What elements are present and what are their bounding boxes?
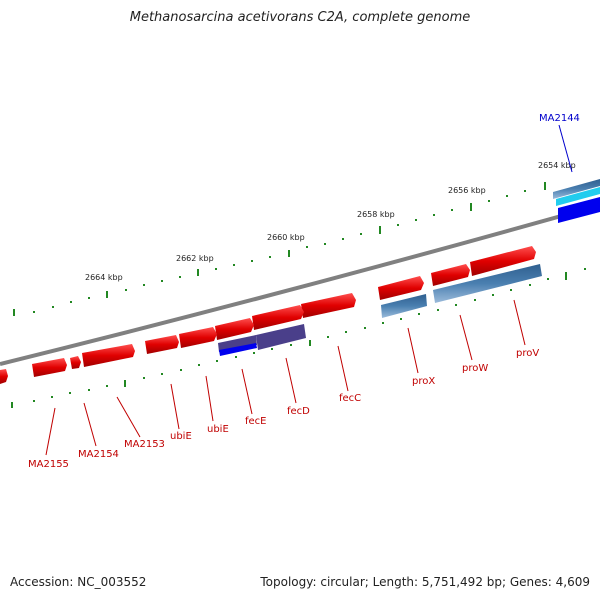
gene-proW-steel[interactable] xyxy=(433,264,542,303)
gene-label-ubiE-1[interactable]: ubiE xyxy=(170,431,192,442)
gene-label-proW[interactable]: proW xyxy=(462,363,488,374)
gene-fecC-red[interactable] xyxy=(301,293,356,318)
gene-ubiE1-red[interactable] xyxy=(145,335,179,354)
gene-edge-red[interactable] xyxy=(0,369,8,384)
gene-label-proX[interactable]: proX xyxy=(412,376,435,387)
genome-backbone xyxy=(0,203,600,366)
gene-proX-steel[interactable] xyxy=(381,294,427,318)
gene-label-ubiE-2[interactable]: ubiE xyxy=(207,424,229,435)
gene-label-fecC[interactable]: fecC xyxy=(339,393,361,404)
map-title: Methanosarcina acetivorans C2A, complete… xyxy=(129,10,471,25)
gene-proV-red[interactable] xyxy=(470,246,536,276)
leader-line-ma2144 xyxy=(558,124,573,173)
gene-label-MA2153[interactable]: MA2153 xyxy=(124,439,165,450)
outer-tick-row xyxy=(13,182,546,316)
gene-MA2154-red[interactable] xyxy=(70,356,81,369)
gene-proX-red[interactable] xyxy=(378,276,424,300)
gene-label-MA2154[interactable]: MA2154 xyxy=(78,449,119,460)
scale-label-2660: 2660 kbp xyxy=(267,233,305,242)
gene-fecE-red[interactable] xyxy=(215,318,254,340)
scale-label-2658: 2658 kbp xyxy=(357,210,395,219)
topology-text: Topology: circular; Length: 5,751,492 bp… xyxy=(260,575,590,589)
gene-label-ma2144[interactable]: MA2144 xyxy=(539,113,580,124)
scale-label-2654: 2654 kbp xyxy=(538,161,576,170)
gene-MA2155-red[interactable] xyxy=(32,358,67,377)
scale-label-2662: 2662 kbp xyxy=(176,254,214,263)
inner-tick-row xyxy=(11,268,586,408)
scale-label-2664: 2664 kbp xyxy=(85,273,123,282)
gene-MA2153-red[interactable] xyxy=(82,344,135,367)
gene-label-fecE[interactable]: fecE xyxy=(245,416,267,427)
gene-label-MA2155[interactable]: MA2155 xyxy=(28,459,69,470)
accession-text: Accession: NC_003552 xyxy=(10,575,147,589)
gene-ma2144[interactable] xyxy=(553,179,600,223)
gene-fecE-blue[interactable] xyxy=(219,343,257,356)
gene-ubiE2-red[interactable] xyxy=(179,327,217,348)
gene-fecD-red[interactable] xyxy=(252,305,304,330)
gene-proW-red[interactable] xyxy=(431,264,470,286)
gene-fecD-purple[interactable] xyxy=(256,324,306,350)
leader-lines xyxy=(45,299,526,456)
gene-fecE-purple[interactable] xyxy=(218,335,257,352)
gene-label-proV[interactable]: proV xyxy=(516,348,539,359)
scale-label-2656: 2656 kbp xyxy=(448,186,486,195)
gene-label-fecD[interactable]: fecD xyxy=(287,406,310,417)
